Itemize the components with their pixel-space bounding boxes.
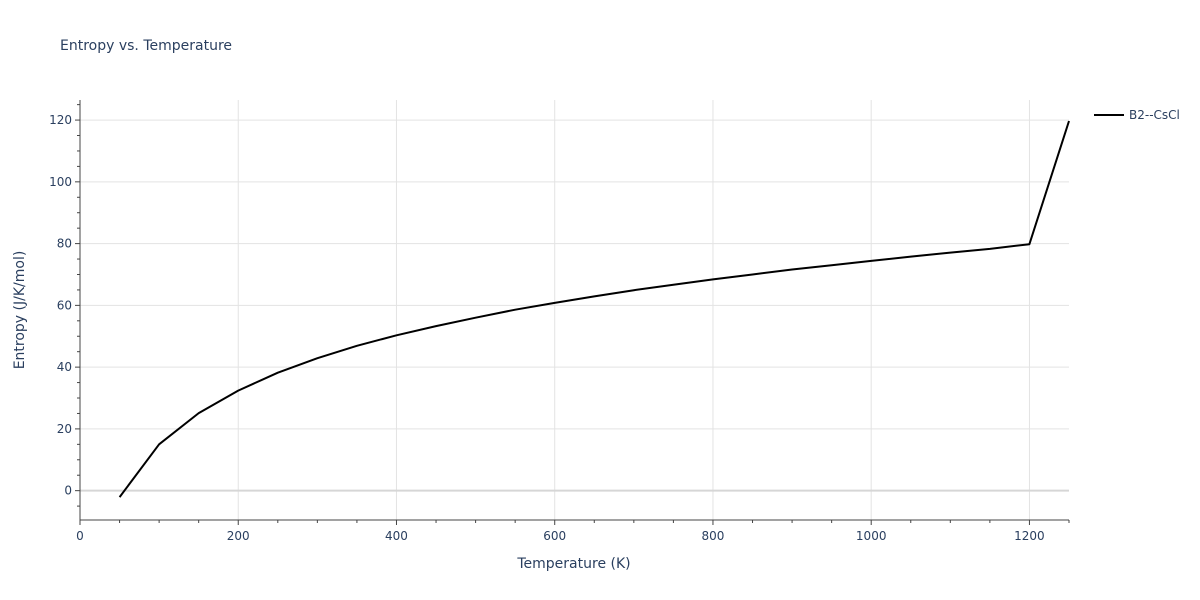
x-tick-label: 800	[702, 529, 725, 543]
chart-title: Entropy vs. Temperature	[60, 38, 232, 54]
series-line	[118, 120, 1070, 498]
y-tick-label: 0	[64, 484, 72, 498]
y-tick-label: 40	[57, 360, 72, 374]
y-tick-label: 60	[57, 298, 72, 312]
y-tick-label: 120	[49, 113, 72, 127]
y-axis-title: Entropy (J/K/mol)	[12, 251, 28, 370]
series-layer	[118, 120, 1070, 498]
legend[interactable]: B2--CsCl	[1094, 108, 1180, 122]
ticks-layer: 0 200 400 600 800 1000 1200 0 20 40 60 80 100 120	[49, 104, 1070, 543]
x-tick-label: 200	[227, 529, 250, 543]
x-tick-label: 400	[385, 529, 408, 543]
x-tick-label: 600	[543, 529, 566, 543]
y-tick-label: 20	[57, 422, 72, 436]
x-tick-label: 0	[76, 529, 84, 543]
x-tick-label: 1200	[1014, 529, 1045, 543]
y-tick-label: 100	[49, 175, 72, 189]
x-axis-title: Temperature (K)	[516, 556, 630, 572]
x-tick-label: 1000	[856, 529, 887, 543]
y-tick-label: 80	[57, 237, 72, 251]
legend-label: B2--CsCl	[1129, 108, 1180, 122]
grid-layer	[80, 100, 1069, 520]
axis-layer	[79, 100, 1069, 521]
